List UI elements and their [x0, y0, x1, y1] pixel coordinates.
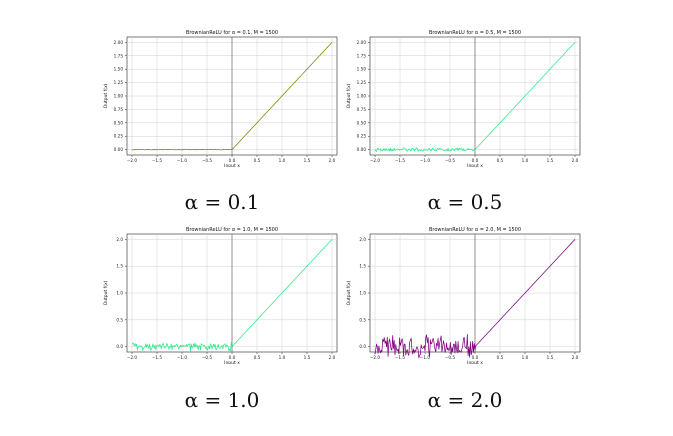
y-tick-label: 2.0 [359, 237, 366, 242]
x-tick-label: −1.5 [395, 355, 406, 360]
x-tick-label: −1.0 [177, 355, 188, 360]
chart-svg: −2.0 −1.5 −1.0 −0.5 0.0 0.5 1.0 1.5 2.0 0.00 0.25 0… [346, 30, 581, 167]
x-axis-label: Input x [224, 163, 240, 167]
y-tick-label: 0.00 [357, 147, 367, 152]
y-tick-label: 1.5 [116, 264, 123, 269]
x-tick-label: −1.0 [420, 158, 431, 163]
x-tick-label: −1.0 [420, 355, 431, 360]
x-tick-label: 1.5 [304, 158, 311, 163]
x-tick-label: −1.5 [152, 158, 163, 163]
chart-panel-alpha-0-1: −2.0 −1.5 −1.0 −0.5 0.0 0.5 1.0 1.5 2.0 0.00 0.25 0… [97, 27, 347, 167]
x-tick-label: −1.5 [395, 158, 406, 163]
y-tick-label: 1.00 [357, 94, 367, 99]
x-tick-label: −2.0 [370, 355, 381, 360]
chart-title: BrownianReLU for α = 2.0, M = 1500 [429, 227, 521, 233]
x-tick-label: 0.5 [497, 355, 504, 360]
y-axis-label: Output f(x) [103, 83, 109, 108]
caption-alpha-0-5: α = 0.5 [427, 190, 503, 214]
y-tick-label: 1.25 [114, 80, 124, 85]
caption-alpha-2-0: α = 2.0 [427, 388, 503, 412]
y-tick-label: 2.00 [114, 40, 124, 45]
y-tick-label: 0.25 [357, 134, 367, 139]
series-line [131, 239, 333, 352]
x-tick-label: 1.0 [279, 355, 286, 360]
y-tick-label: 0.25 [114, 134, 124, 139]
y-axis-label: Output f(x) [346, 83, 352, 108]
x-tick-label: −0.5 [202, 158, 213, 163]
chart-title: BrownianReLU for α = 0.1, M = 1500 [186, 30, 278, 36]
x-tick-label: −0.5 [445, 158, 456, 163]
x-tick-label: 2.0 [329, 355, 336, 360]
y-tick-label: 1.75 [114, 53, 124, 58]
x-tick-label: −2.0 [127, 355, 138, 360]
y-tick-label: 0.75 [357, 107, 367, 112]
x-tick-label: 1.5 [304, 355, 311, 360]
y-tick-label: 0.00 [114, 147, 124, 152]
y-tick-label: 1.0 [116, 291, 123, 296]
x-tick-label: −0.5 [445, 355, 456, 360]
y-tick-label: 1.50 [357, 67, 367, 72]
x-tick-label: 0.0 [472, 355, 479, 360]
y-tick-label: 2.00 [357, 40, 367, 45]
x-tick-label: 0.5 [497, 158, 504, 163]
chart-title: BrownianReLU for α = 0.5, M = 1500 [429, 30, 521, 36]
x-tick-label: 1.0 [522, 158, 529, 163]
x-tick-label: 0.0 [229, 355, 236, 360]
y-tick-label: 0.0 [116, 344, 123, 349]
y-tick-label: 1.00 [114, 94, 124, 99]
chart-svg: −2.0 −1.5 −1.0 −0.5 0.0 0.5 1.0 1.5 2.0 0.0 0.5 1.0… [103, 227, 338, 364]
y-tick-label: 0.5 [359, 317, 366, 322]
x-tick-label: 2.0 [572, 355, 579, 360]
chart-svg: −2.0 −1.5 −1.0 −0.5 0.0 0.5 1.0 1.5 2.0 0.00 0.25 0… [103, 30, 338, 167]
x-tick-label: −0.5 [202, 355, 213, 360]
x-tick-label: 0.0 [472, 158, 479, 163]
chart-svg: −2.0 −1.5 −1.0 −0.5 0.0 0.5 1.0 1.5 2.0 0.0 0.5 1.0… [346, 227, 581, 364]
x-tick-label: 0.5 [254, 355, 261, 360]
chart-panel-alpha-1-0: −2.0 −1.5 −1.0 −0.5 0.0 0.5 1.0 1.5 2.0 0.0 0.5 1.0… [97, 224, 347, 364]
y-tick-label: 2.0 [116, 237, 123, 242]
x-tick-label: 1.5 [547, 158, 554, 163]
x-tick-label: 2.0 [329, 158, 336, 163]
y-tick-label: 1.75 [357, 53, 367, 58]
x-tick-label: 2.0 [572, 158, 579, 163]
y-tick-label: 0.5 [116, 317, 123, 322]
y-axis-label: Output f(x) [103, 280, 109, 305]
x-axis-label: Input x [224, 360, 240, 364]
series-line [131, 42, 333, 151]
y-tick-label: 1.0 [359, 291, 366, 296]
x-tick-label: 1.5 [547, 355, 554, 360]
y-tick-label: 1.50 [114, 67, 124, 72]
x-tick-label: −1.5 [152, 355, 163, 360]
y-tick-label: 1.5 [359, 264, 366, 269]
x-tick-label: 1.0 [279, 158, 286, 163]
chart-panel-alpha-2-0: −2.0 −1.5 −1.0 −0.5 0.0 0.5 1.0 1.5 2.0 0.0 0.5 1.0… [340, 224, 590, 364]
y-axis-label: Output f(x) [346, 280, 352, 305]
y-tick-label: 1.25 [357, 80, 367, 85]
series-line [374, 42, 576, 152]
x-axis-label: Input x [467, 360, 483, 364]
y-tick-label: 0.0 [359, 344, 366, 349]
y-tick-label: 0.50 [357, 120, 367, 125]
x-tick-label: −2.0 [370, 158, 381, 163]
series-line [374, 239, 576, 359]
caption-alpha-0-1: α = 0.1 [184, 190, 260, 214]
y-tick-label: 0.75 [114, 107, 124, 112]
x-tick-label: 0.5 [254, 158, 261, 163]
y-tick-label: 0.50 [114, 120, 124, 125]
x-tick-label: −1.0 [177, 158, 188, 163]
chart-panel-alpha-0-5: −2.0 −1.5 −1.0 −0.5 0.0 0.5 1.0 1.5 2.0 0.00 0.25 0… [340, 27, 590, 167]
chart-title: BrownianReLU for α = 1.0, M = 1500 [186, 227, 278, 233]
x-tick-label: −2.0 [127, 158, 138, 163]
x-tick-label: 0.0 [229, 158, 236, 163]
x-axis-label: Input x [467, 163, 483, 167]
caption-alpha-1-0: α = 1.0 [184, 388, 260, 412]
x-tick-label: 1.0 [522, 355, 529, 360]
